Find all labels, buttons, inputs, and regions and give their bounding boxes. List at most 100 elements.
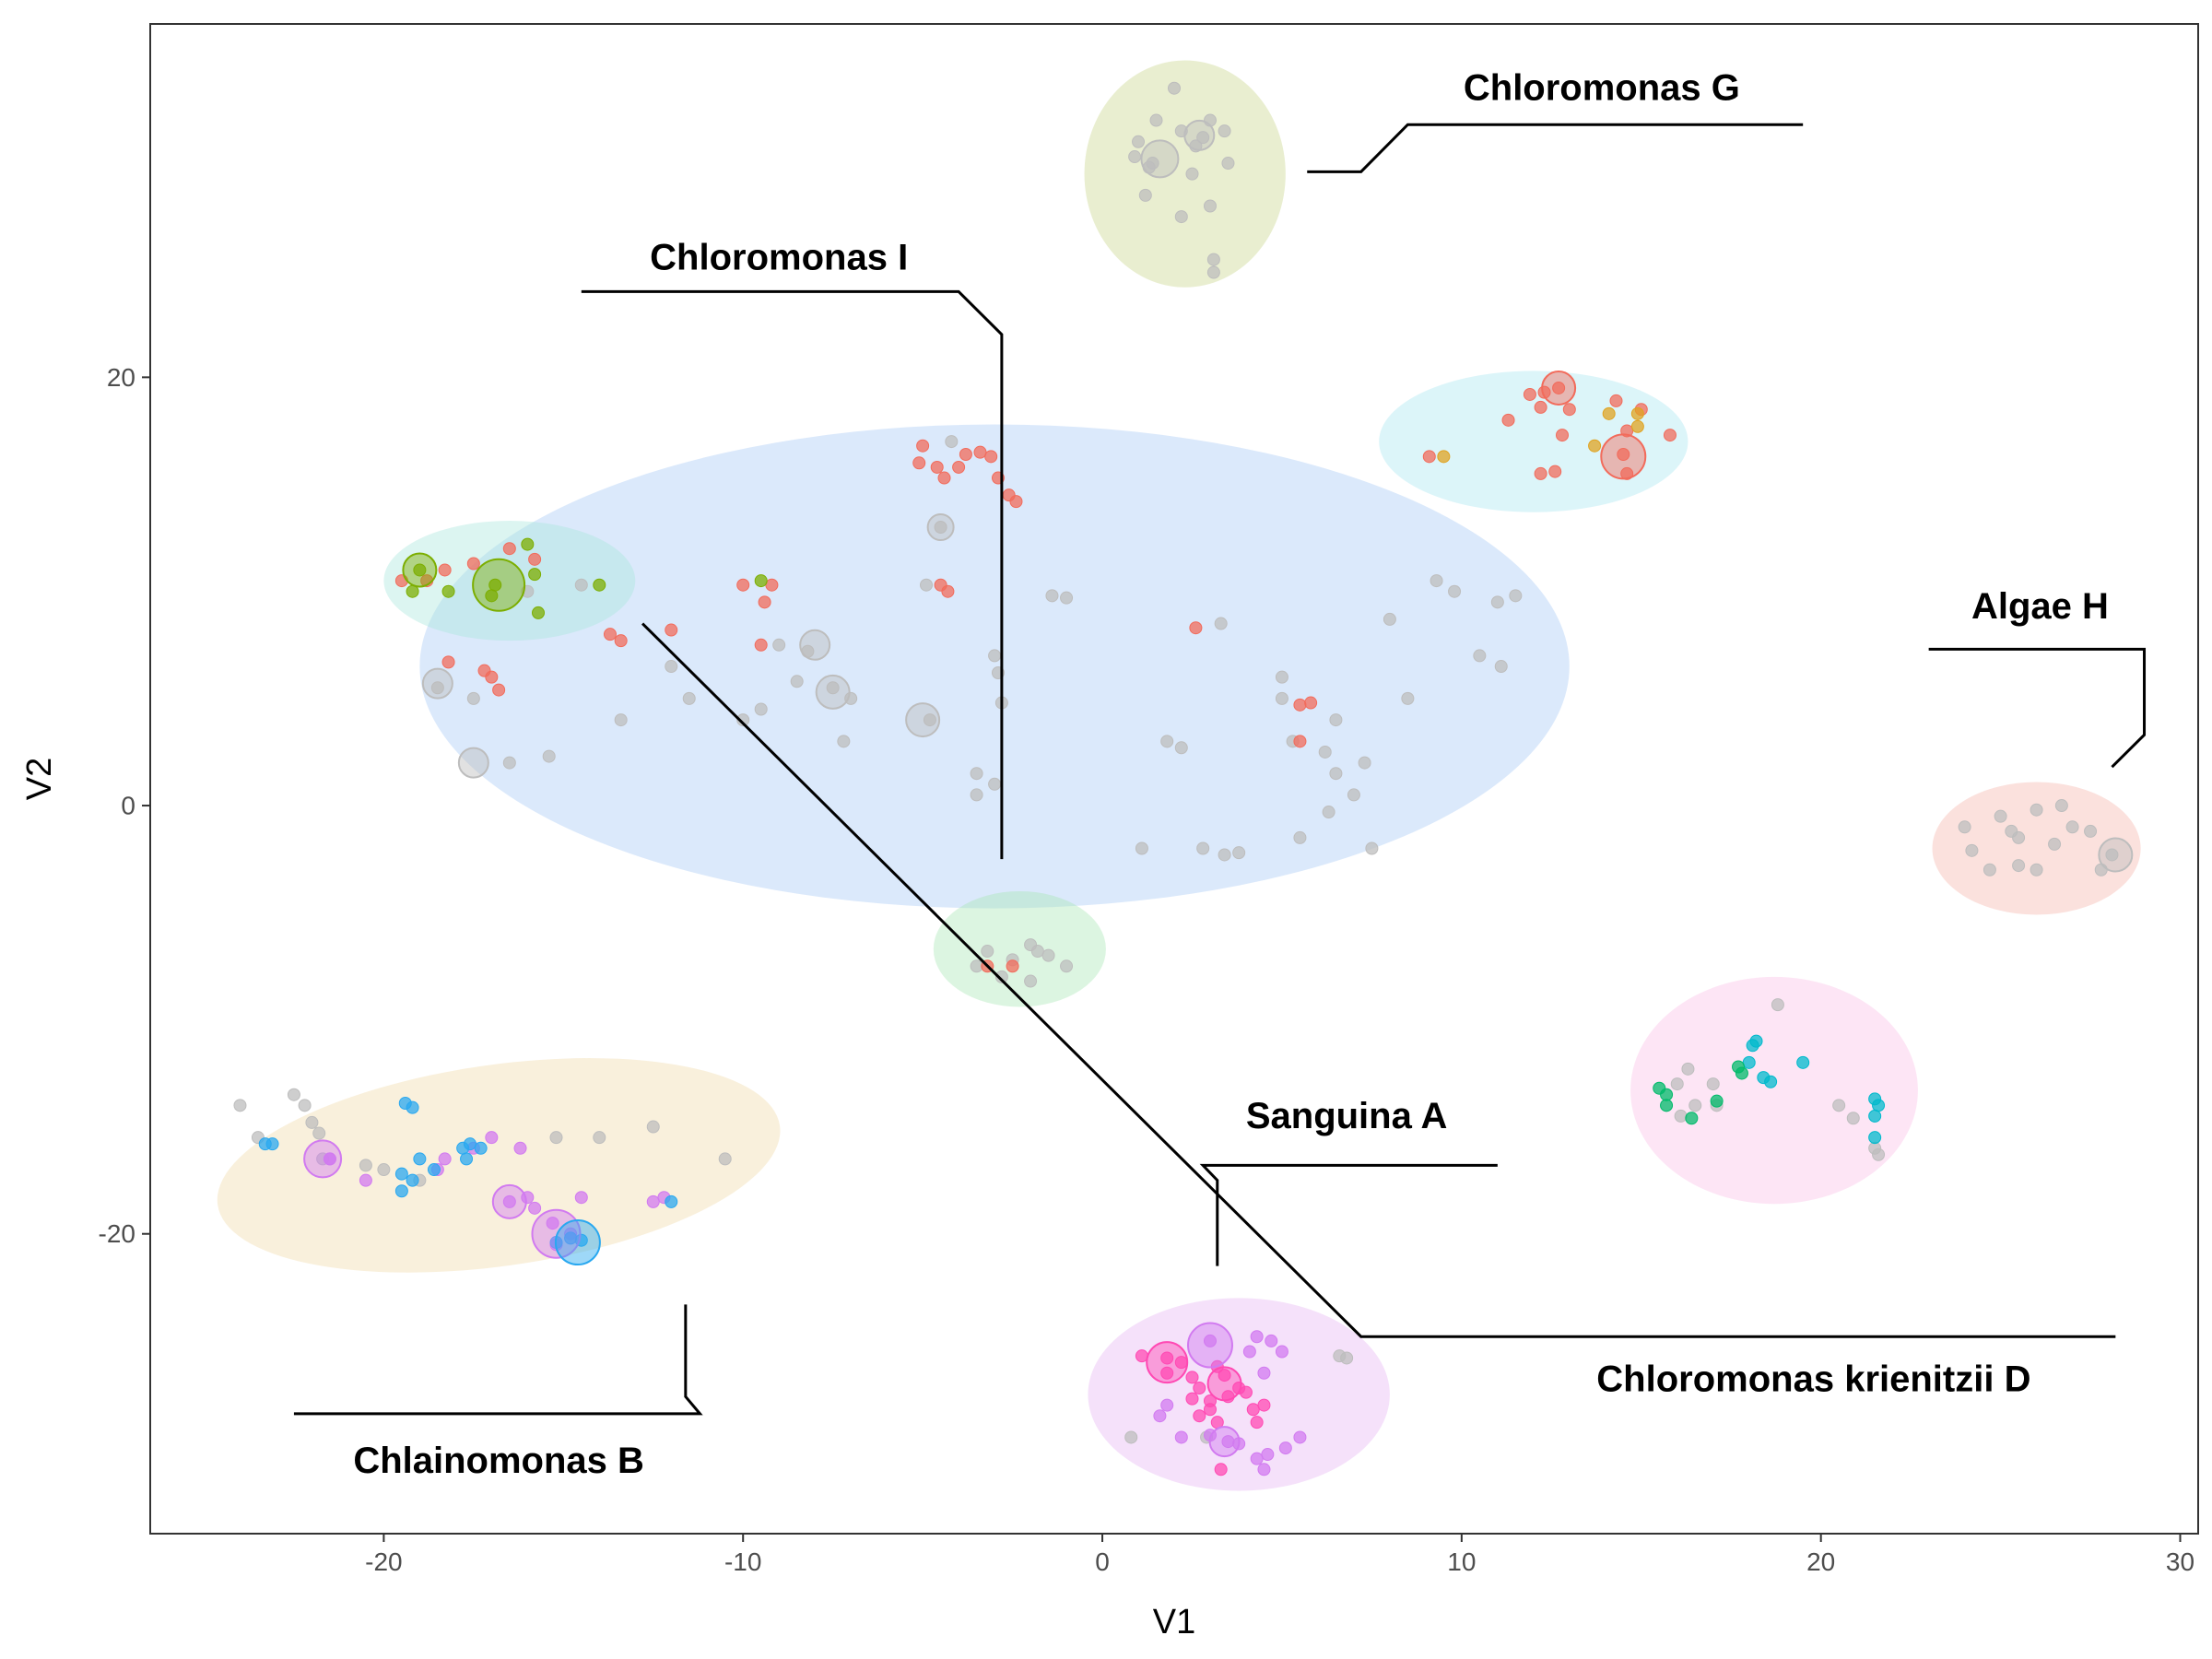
data-points: [233, 81, 2119, 1477]
data-point: [1749, 1034, 1763, 1048]
data-point: [298, 1099, 312, 1112]
data-point: [359, 1173, 372, 1187]
data-point: [1149, 113, 1163, 127]
data-bubble: [1186, 1322, 1233, 1369]
data-point: [1764, 1075, 1778, 1088]
data-point: [1030, 945, 1044, 959]
data-point: [2030, 803, 2043, 817]
data-point: [1218, 1369, 1231, 1382]
data-point: [427, 1163, 441, 1177]
cluster-labels: Chloromonas G Chloromonas I Algae H Sanguin…: [353, 68, 2109, 1481]
data-point: [542, 749, 556, 763]
y-tick-label: 0: [121, 792, 135, 820]
data-bubble: [1146, 1341, 1189, 1384]
data-point: [614, 713, 628, 727]
data-point: [528, 568, 542, 582]
data-point: [1174, 210, 1188, 224]
plot-panel-border: [149, 23, 2199, 1535]
data-point: [1329, 713, 1343, 727]
data-point: [1132, 135, 1146, 148]
x-axis: -20 -10 0 10 20 30: [365, 1534, 2194, 1576]
data-bubbles: [303, 119, 2134, 1458]
data-point: [1250, 1416, 1264, 1430]
data-bubble: [926, 513, 955, 541]
data-point: [1958, 820, 1971, 834]
label-leader-line: [641, 622, 2116, 1338]
data-point: [1203, 1403, 1217, 1417]
data-point: [1735, 1066, 1748, 1080]
data-point: [1174, 1430, 1188, 1444]
data-bubble: [1600, 433, 1647, 480]
data-point: [923, 713, 936, 727]
data-point: [2048, 837, 2062, 851]
data-bubble: [472, 558, 526, 612]
data-point: [758, 595, 771, 609]
data-point: [1261, 1448, 1275, 1462]
data-point: [1124, 1430, 1138, 1444]
data-point: [682, 691, 696, 705]
label-leader-line: [1307, 123, 1804, 173]
data-point: [1257, 1398, 1271, 1412]
x-tick-label: -10: [724, 1547, 761, 1576]
data-point: [1214, 617, 1228, 630]
data-point: [1041, 948, 1055, 962]
data-point: [1742, 1055, 1756, 1069]
data-point: [988, 777, 1002, 791]
y-axis-title: V2: [20, 758, 59, 800]
data-point: [1340, 1351, 1354, 1365]
data-point: [1250, 1330, 1264, 1344]
cluster-label: Chlainomonas B: [353, 1441, 644, 1481]
data-point: [1257, 1366, 1271, 1380]
data-point: [441, 655, 455, 669]
data-point: [574, 578, 588, 592]
cluster-ellipses: [217, 60, 2141, 1491]
data-point: [2030, 863, 2043, 877]
data-point: [1275, 1345, 1288, 1359]
data-point: [754, 574, 768, 588]
data-point: [413, 563, 427, 577]
data-point: [1556, 429, 1570, 442]
data-point: [394, 1184, 408, 1198]
data-point: [2084, 824, 2098, 838]
data-point: [1617, 448, 1630, 462]
data-bubble: [1140, 139, 1180, 179]
cluster-label: Chloromonas G: [1464, 68, 1740, 109]
data-point: [920, 578, 934, 592]
cluster-ellipse: [217, 1058, 781, 1273]
data-bubble: [554, 1219, 601, 1266]
data-point: [970, 788, 983, 802]
data-point: [1382, 612, 1396, 626]
data-point: [1473, 649, 1487, 663]
data-point: [984, 450, 998, 464]
data-point: [1275, 670, 1288, 684]
data-point: [1401, 691, 1415, 705]
data-point: [646, 1120, 660, 1134]
data-bubble: [421, 667, 453, 700]
data-point: [1206, 265, 1220, 279]
data-point: [513, 1141, 527, 1155]
data-point: [1293, 1430, 1307, 1444]
data-point: [912, 456, 926, 470]
data-point: [1221, 1435, 1235, 1449]
data-point: [1965, 843, 1979, 857]
data-point: [406, 1173, 419, 1187]
data-point: [930, 460, 944, 474]
data-point: [1663, 429, 1677, 442]
data-point: [305, 1115, 319, 1129]
data-point: [1846, 1112, 1860, 1125]
data-point: [765, 578, 779, 592]
data-bubble: [1206, 1366, 1242, 1402]
data-point: [1293, 735, 1307, 748]
data-point: [1868, 1131, 1882, 1145]
data-point: [1185, 1392, 1199, 1406]
data-point: [1509, 589, 1523, 603]
x-tick-label: 20: [1806, 1547, 1835, 1576]
data-point: [1347, 788, 1360, 802]
data-point: [1983, 863, 1996, 877]
data-point: [323, 1152, 336, 1166]
data-point: [1304, 696, 1318, 710]
label-leaders: [293, 123, 2147, 1416]
data-point: [1242, 1345, 1256, 1359]
data-point: [1168, 81, 1181, 95]
data-point: [485, 1131, 499, 1145]
